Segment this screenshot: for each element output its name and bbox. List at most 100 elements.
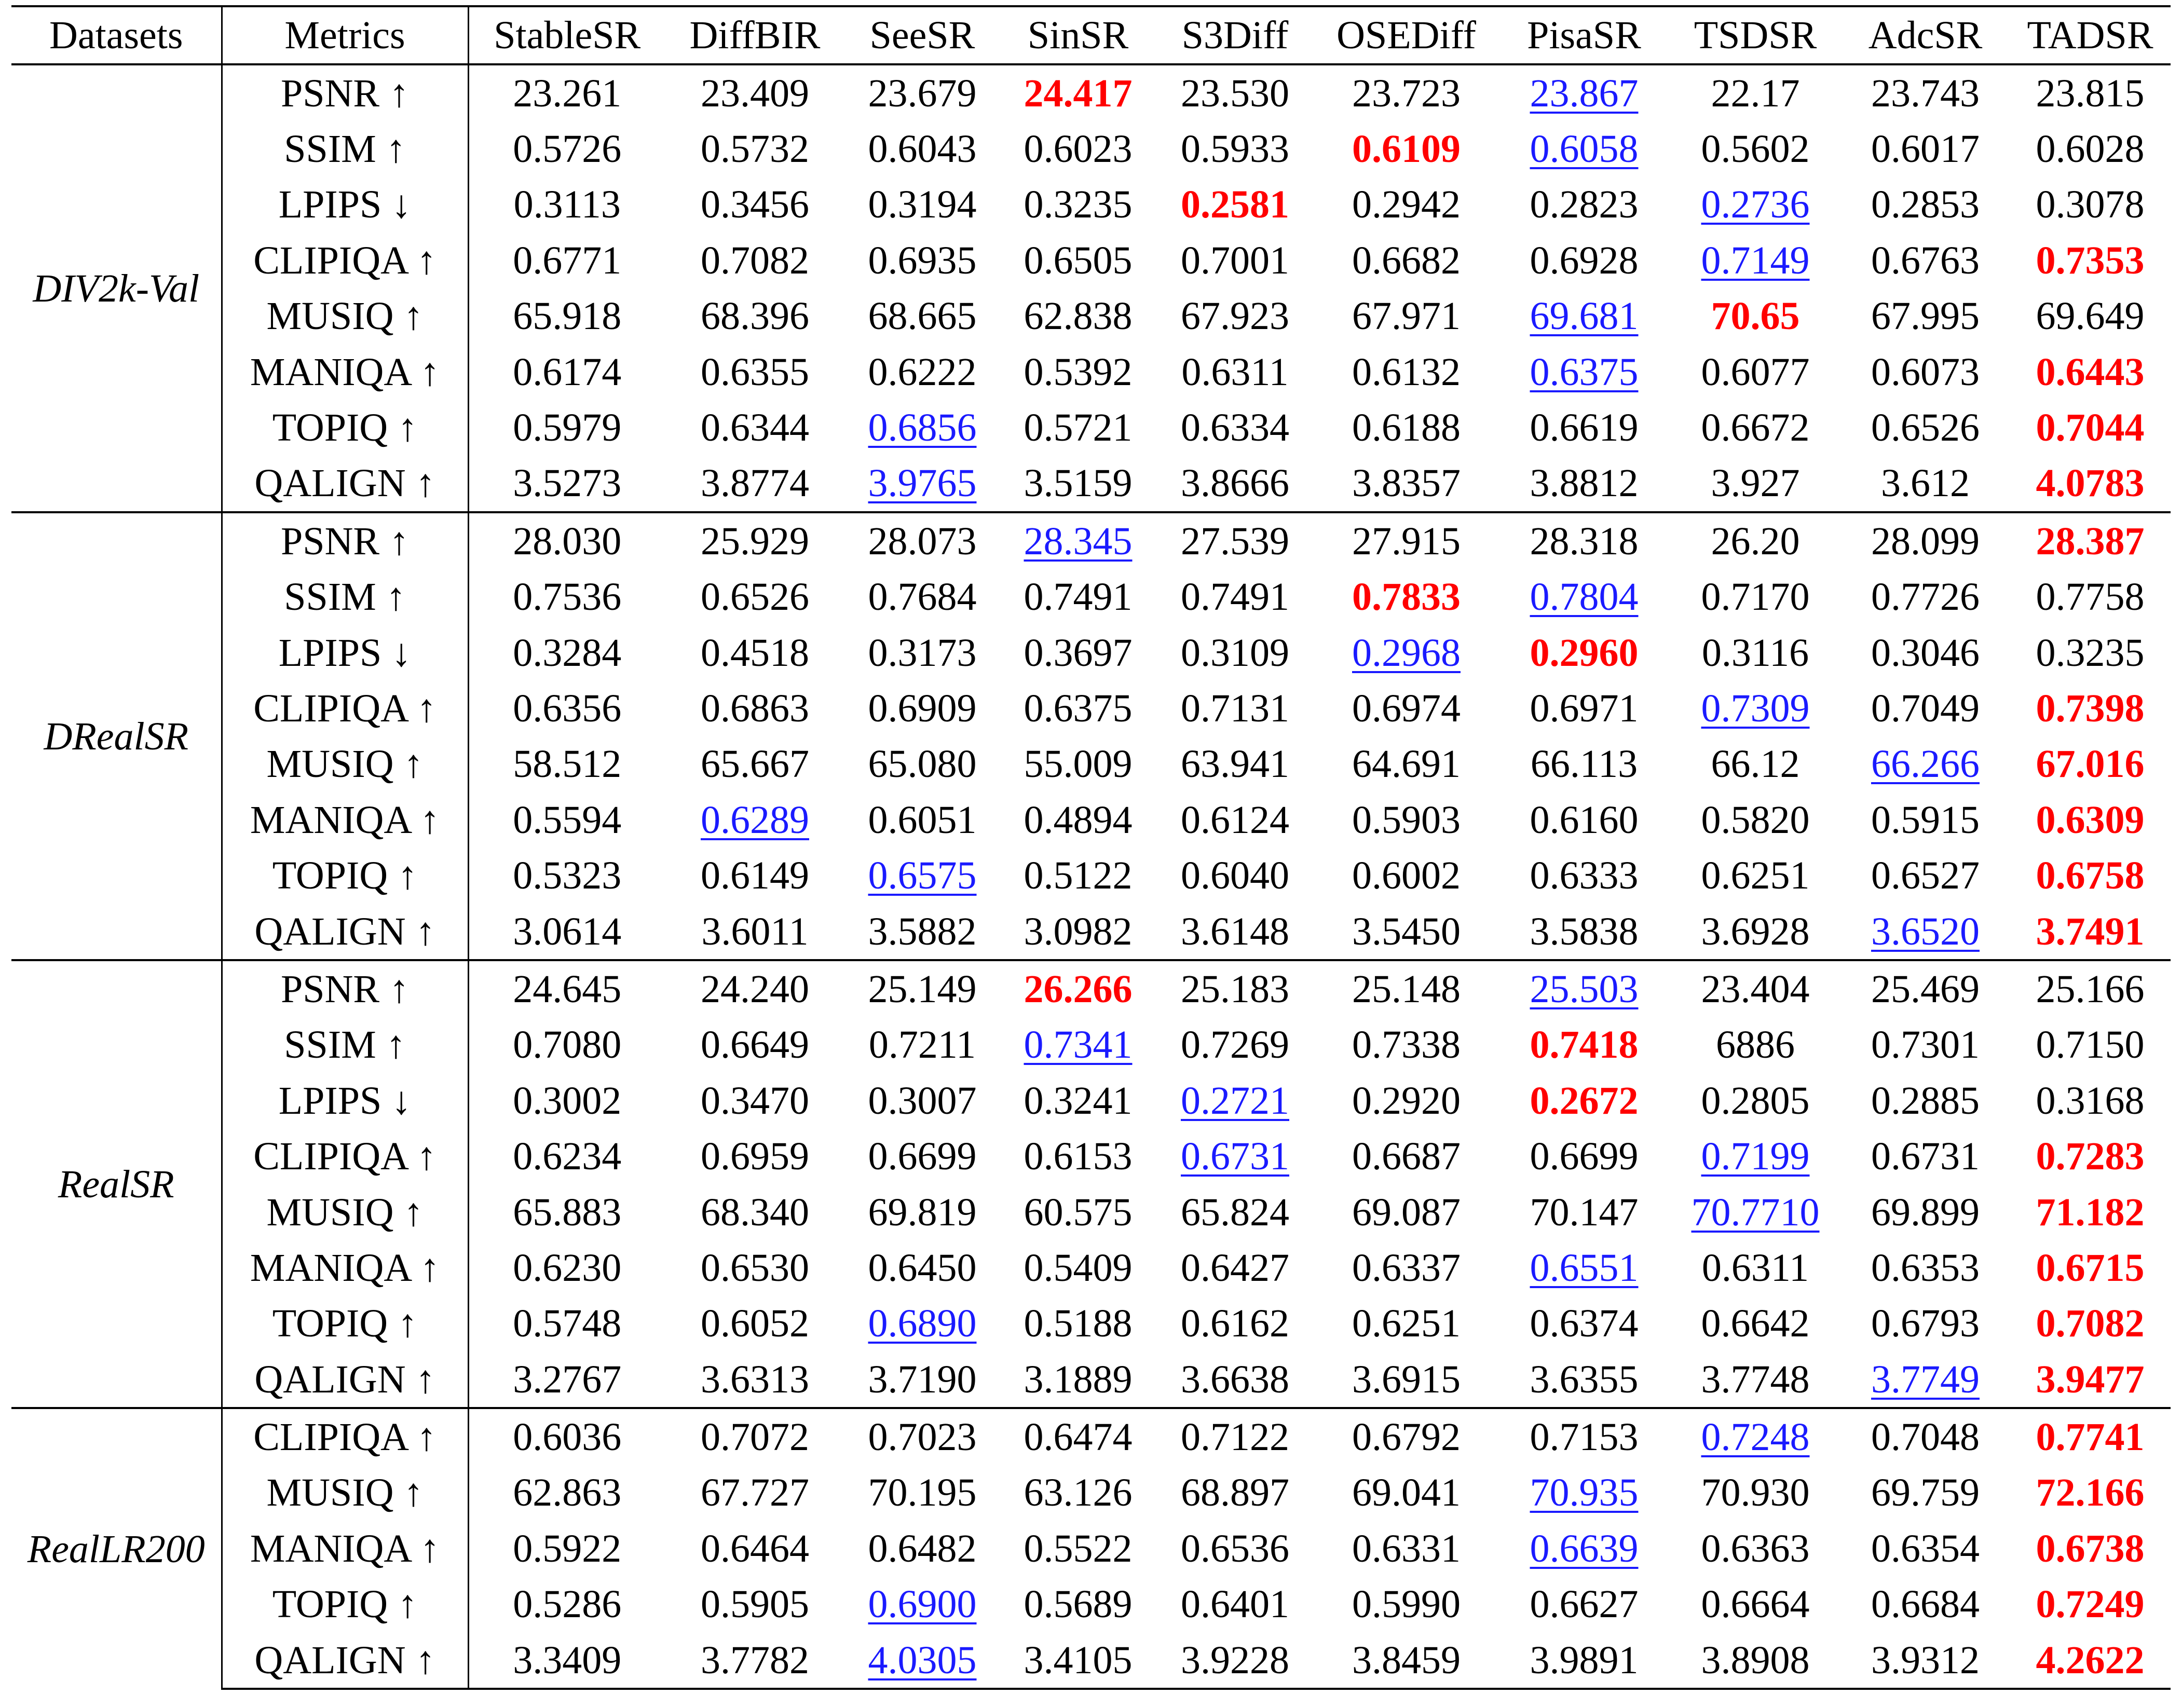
- value-cell: 0.6188: [1314, 400, 1498, 455]
- value-cell: 0.6649: [665, 1017, 844, 1073]
- value-text: 3.6928: [1701, 909, 1810, 953]
- value-cell: 3.7491: [2010, 904, 2171, 960]
- value-cell: 0.4894: [1000, 792, 1156, 848]
- value-cell: 0.6363: [1670, 1521, 1841, 1576]
- metric-cell: MANIQA ↑: [222, 792, 469, 848]
- value-text: 68.665: [868, 294, 977, 338]
- value-text: 0.6731: [1871, 1135, 1980, 1179]
- value-cell: 0.3078: [2010, 177, 2171, 233]
- value-cell: 0.6058: [1498, 121, 1670, 176]
- table-row: MANIQA ↑ 0.5922 0.6464 0.6482 0.5522 0.6536 0.…: [11, 1521, 2171, 1577]
- value-cell: 66.113: [1498, 736, 1670, 792]
- value-cell: 0.6763: [1841, 233, 2010, 288]
- value-text: 0.5933: [1181, 127, 1289, 171]
- value-cell: 69.087: [1314, 1184, 1498, 1240]
- value-text: 69.649: [2036, 294, 2145, 338]
- value-cell: 0.6334: [1156, 400, 1314, 455]
- value-cell: 0.7309: [1670, 680, 1841, 736]
- value-cell: 0.6375: [1000, 680, 1156, 736]
- value-text: 63.941: [1181, 742, 1289, 786]
- value-text: 3.5159: [1024, 461, 1133, 505]
- value-text: 0.6051: [868, 798, 977, 842]
- value-cell: 28.318: [1498, 511, 1670, 569]
- value-cell: 0.6052: [665, 1296, 844, 1351]
- value-cell: 25.183: [1156, 959, 1314, 1017]
- value-cell: 0.6356: [468, 680, 665, 736]
- value-text: 28.318: [1530, 519, 1639, 563]
- value-text: 25.469: [1871, 967, 1980, 1011]
- value-text: 4.0783: [2036, 461, 2145, 505]
- value-text: 26.20: [1711, 519, 1800, 563]
- value-cell: 0.6642: [1670, 1296, 1841, 1351]
- value-text: 0.5915: [1871, 798, 1980, 842]
- value-text: 4.2622: [2036, 1638, 2145, 1682]
- value-cell: 3.8774: [665, 456, 844, 512]
- value-text: 0.5392: [1024, 350, 1133, 394]
- value-text: 0.2672: [1530, 1078, 1639, 1123]
- value-text: 70.65: [1711, 294, 1800, 338]
- value-cell: 0.6639: [1498, 1521, 1670, 1576]
- value-text: 3.7749: [1871, 1357, 1980, 1401]
- value-text: 0.6052: [701, 1302, 809, 1346]
- value-cell: 69.041: [1314, 1465, 1498, 1521]
- value-cell: 0.3284: [468, 625, 665, 680]
- value-cell: 27.915: [1314, 511, 1498, 569]
- value-text: 23.723: [1352, 71, 1461, 115]
- value-cell: 3.927: [1670, 456, 1841, 512]
- value-text: 3.9477: [2036, 1357, 2145, 1401]
- value-text: 3.6355: [1530, 1357, 1639, 1401]
- value-cell: 0.5732: [665, 121, 844, 176]
- value-text: 0.7301: [1871, 1023, 1980, 1067]
- value-text: 0.6536: [1181, 1526, 1289, 1570]
- value-cell: 0.7804: [1498, 569, 1670, 625]
- value-text: 0.7211: [868, 1023, 976, 1067]
- column-header-adcsr: AdcSR: [1841, 5, 2010, 65]
- value-text: 0.5990: [1352, 1582, 1461, 1627]
- value-text: 0.6639: [1530, 1526, 1639, 1570]
- value-text: 3.5273: [513, 461, 622, 505]
- value-text: 3.3409: [513, 1638, 622, 1682]
- value-cell: 0.7833: [1314, 569, 1498, 625]
- value-text: 0.3194: [868, 183, 977, 227]
- table-row: CLIPIQA ↑ 0.6771 0.7082 0.6935 0.6505 0.7001 0…: [11, 233, 2171, 289]
- value-text: 62.838: [1024, 294, 1133, 338]
- value-cell: 71.182: [2010, 1184, 2171, 1240]
- value-text: 0.3697: [1024, 631, 1133, 675]
- value-cell: 0.6051: [844, 792, 1000, 848]
- table-row: QALIGN ↑ 3.2767 3.6313 3.7190 3.1889 3.6638 3.…: [11, 1351, 2171, 1409]
- value-cell: 0.6002: [1314, 848, 1498, 903]
- value-text: 0.6890: [868, 1302, 977, 1346]
- value-cell: 0.2823: [1498, 177, 1670, 233]
- value-cell: 60.575: [1000, 1184, 1156, 1240]
- value-cell: 0.7082: [665, 233, 844, 288]
- value-cell: 65.080: [844, 736, 1000, 792]
- value-text: 3.7748: [1701, 1357, 1810, 1401]
- value-cell: 26.20: [1670, 511, 1841, 569]
- value-cell: 3.6520: [1841, 904, 2010, 960]
- value-cell: 0.7122: [1156, 1407, 1314, 1465]
- value-text: 0.3470: [701, 1078, 809, 1123]
- value-cell: 3.8812: [1498, 456, 1670, 512]
- value-text: 55.009: [1024, 742, 1133, 786]
- value-text: 0.2736: [1701, 183, 1810, 227]
- value-cell: 28.099: [1841, 511, 2010, 569]
- value-cell: 65.883: [468, 1184, 665, 1240]
- value-text: 3.8666: [1181, 461, 1289, 505]
- table-row: MUSIQ ↑ 65.918 68.396 68.665 62.838 67.923 67.…: [11, 288, 2171, 344]
- value-text: 70.935: [1530, 1471, 1639, 1515]
- value-cell: 23.261: [468, 63, 665, 121]
- value-cell: 70.147: [1498, 1184, 1670, 1240]
- value-cell: 70.7710: [1670, 1184, 1841, 1240]
- value-text: 0.3109: [1181, 631, 1289, 675]
- value-cell: 3.6355: [1498, 1351, 1670, 1408]
- value-cell: 0.6443: [2010, 344, 2171, 400]
- value-text: 0.6763: [1871, 238, 1980, 282]
- value-cell: 67.971: [1314, 289, 1498, 344]
- value-text: 0.6234: [513, 1135, 622, 1179]
- metric-cell: MUSIQ ↑: [222, 1465, 469, 1521]
- value-cell: 23.409: [665, 63, 844, 121]
- value-text: 0.6959: [701, 1135, 809, 1179]
- value-cell: 0.2805: [1670, 1073, 1841, 1128]
- value-cell: 67.016: [2010, 736, 2171, 792]
- value-text: 0.3168: [2036, 1078, 2145, 1123]
